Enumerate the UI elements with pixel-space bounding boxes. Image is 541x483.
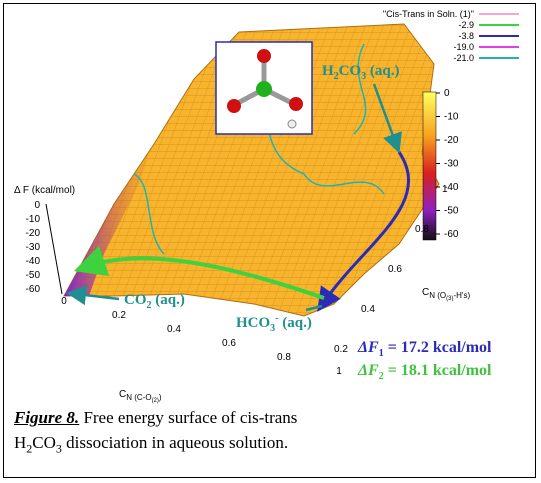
z-tick-label: -20 <box>26 228 41 239</box>
colorbar-tick-label: -10 <box>444 112 459 123</box>
x-tick-label: 0 <box>61 296 67 307</box>
co2-label: CO2 (aq.) <box>124 292 185 311</box>
x-tick-label: 0.2 <box>112 310 126 321</box>
y-tick-label: 0.6 <box>388 264 402 275</box>
caption: Figure 8. Free energy surface of cis-tra… <box>14 405 297 461</box>
figure-plot: "Cis-Trans in Soln. (1)"-2.9-3.8-19.0-21… <box>4 4 537 404</box>
colorbar-tick-label: -60 <box>444 229 459 240</box>
legend-label: -19.0 <box>453 42 474 52</box>
caption-text: Free energy surface of cis-trans <box>79 408 297 427</box>
colorbar-tick-label: -30 <box>444 159 459 170</box>
delta-f1: ΔF1 = 17.2 kcal/mol <box>357 339 492 359</box>
colorbar <box>423 92 436 240</box>
figure-frame: "Cis-Trans in Soln. (1)"-2.9-3.8-19.0-21… <box>3 3 536 478</box>
y-tick-label: 0.2 <box>334 344 348 355</box>
z-axis-line <box>46 204 62 294</box>
z-tick-label: 0 <box>34 200 40 211</box>
z-axis-label: Δ F (kcal/mol) <box>14 185 75 196</box>
colorbar-tick-label: -50 <box>444 206 459 217</box>
colorbar-ticks: 0-10-20-30-40-50-60 <box>436 88 459 240</box>
z-tick-label: -30 <box>26 242 41 253</box>
x-tick-label: 0.4 <box>167 324 181 335</box>
legend-label: -21.0 <box>453 53 474 63</box>
z-axis: 0 -10 -20 -30 -40 -50 -60 <box>26 200 62 295</box>
delta-f2: ΔF2 = 18.1 kcal/mol <box>357 362 492 382</box>
z-tick-label: -60 <box>26 284 41 295</box>
x-axis-label: CN (C-O(2)) <box>119 389 162 404</box>
y-tick-label: 0.4 <box>361 304 375 315</box>
x-tick-label: 1 <box>336 366 342 377</box>
z-tick-label: -40 <box>26 256 41 267</box>
caption-text: CO <box>32 433 56 452</box>
z-tick-label: -10 <box>26 214 41 225</box>
molecule-inset <box>216 42 312 134</box>
z-tick-label: -50 <box>26 270 41 281</box>
caption-text: H <box>14 433 26 452</box>
legend-label: "Cis-Trans in Soln. (1)" <box>383 9 474 19</box>
hco3-label: HCO3- (aq.) <box>236 313 312 334</box>
caption-label: Figure 8. <box>14 408 79 427</box>
colorbar-tick-label: -20 <box>444 135 459 146</box>
y-tick-label: 0.8 <box>415 224 429 235</box>
y-tick-label: 1 <box>442 184 448 195</box>
x-tick-label: 0.8 <box>277 352 291 363</box>
legend-label: -2.9 <box>458 20 474 30</box>
y-axis-label: CN (O(3)-H's) <box>422 287 470 302</box>
legend-label: -3.8 <box>458 31 474 41</box>
caption-text: dissociation in aqueous solution. <box>62 433 288 452</box>
colorbar-tick-label: 0 <box>444 88 450 99</box>
x-tick-label: 0.6 <box>222 338 236 349</box>
